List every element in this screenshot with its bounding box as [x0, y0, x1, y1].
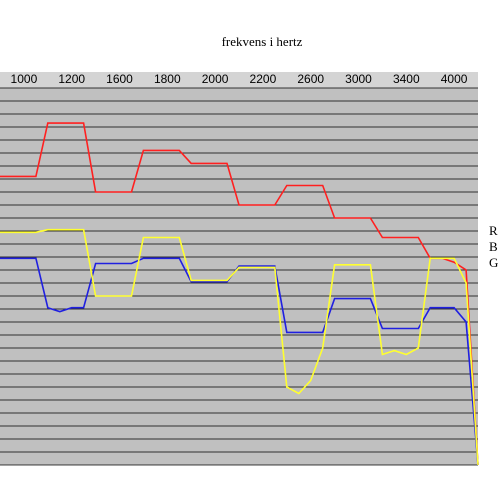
x-axis-band — [0, 72, 478, 88]
x-tick-label: 3000 — [345, 72, 372, 86]
x-tick-label: 1800 — [154, 72, 181, 86]
x-tick-label: 2600 — [297, 72, 324, 86]
legend-label: R — [489, 223, 498, 238]
plot-area — [0, 88, 478, 465]
x-tick-label: 4000 — [441, 72, 468, 86]
data-line — [0, 228, 479, 466]
chart-title: frekvens i hertz — [222, 34, 303, 49]
x-tick-label: 2200 — [250, 72, 277, 86]
x-tick-label: 3400 — [393, 72, 420, 86]
legend-label: B — [489, 239, 498, 254]
data-line — [0, 257, 479, 466]
x-tick-label: 2000 — [202, 72, 229, 86]
x-tick-label: 1000 — [11, 72, 38, 86]
legend-label: G — [489, 255, 498, 270]
x-tick-label: 1200 — [58, 72, 85, 86]
x-tick-label: 1600 — [106, 72, 133, 86]
data-line — [0, 122, 479, 466]
